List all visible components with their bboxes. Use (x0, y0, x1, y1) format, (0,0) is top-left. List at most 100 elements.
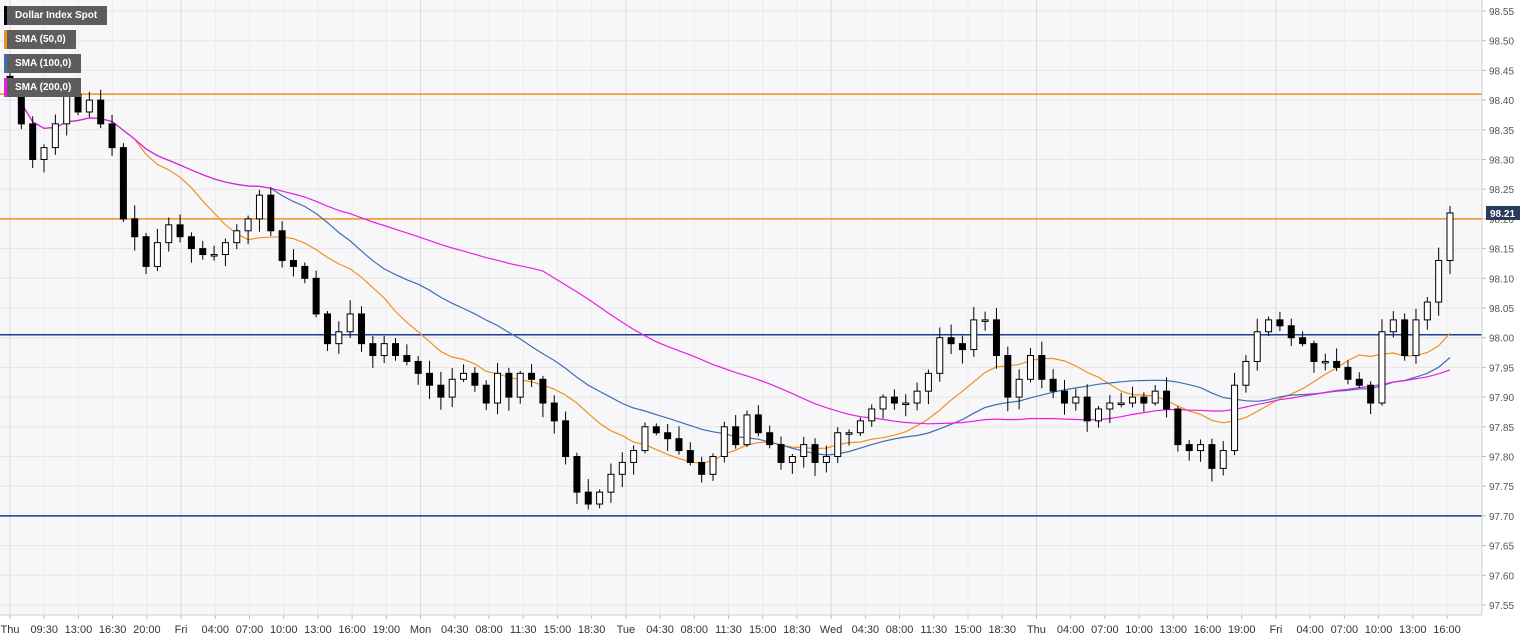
candle-body (1026, 355, 1034, 380)
candle-body (392, 343, 400, 357)
candle-body (1367, 384, 1375, 404)
candle-body (822, 456, 830, 463)
candle-body (1208, 444, 1216, 469)
candle-body (176, 224, 184, 238)
y-tick-label: 98.50 (1489, 37, 1514, 48)
candle-body (550, 402, 558, 422)
candle-body (947, 337, 955, 345)
x-tick-label: 19:00 (1228, 624, 1256, 636)
candle-body (811, 444, 819, 463)
candle-body (1378, 331, 1386, 404)
x-tick-label: 18:30 (578, 624, 606, 636)
legend-dollar-index[interactable]: Dollar Index Spot (4, 6, 108, 25)
candle-body (505, 372, 513, 398)
candle-body (652, 426, 660, 434)
candle-body (278, 230, 286, 261)
candle-body (879, 396, 887, 410)
candle-body (970, 319, 978, 351)
candle-body (618, 461, 626, 475)
x-tick-label: 11:30 (920, 624, 947, 636)
candle-body (1310, 343, 1318, 362)
x-tick-label: 09:30 (30, 624, 58, 636)
candle-body (1140, 396, 1148, 404)
legend-label: SMA (50,0) (15, 34, 66, 45)
candle-body (323, 313, 331, 345)
candle-body (890, 396, 898, 404)
candle-body (494, 372, 502, 404)
moving-averages (9, 82, 1451, 465)
candle-body (1197, 444, 1205, 452)
candle-body (369, 343, 377, 357)
candle-body (403, 355, 411, 362)
candle-body (1412, 319, 1420, 357)
x-tick-label: 11:30 (715, 624, 742, 636)
candle-body (868, 408, 876, 422)
candle-body (766, 432, 774, 446)
candle-body (845, 432, 853, 435)
candle-body (1321, 360, 1329, 364)
candle-body (312, 277, 320, 315)
x-tick-label: 13:00 (304, 624, 332, 636)
y-tick-label: 98.05 (1489, 304, 1514, 315)
candle-body (1129, 396, 1137, 404)
candle-body (414, 360, 422, 374)
candle-body (630, 450, 638, 463)
candle-body (686, 450, 694, 463)
candle-body (1355, 378, 1363, 386)
candle-body (1253, 331, 1261, 362)
y-tick-label: 97.60 (1489, 571, 1514, 582)
candle-body (426, 372, 434, 386)
candle-body (255, 194, 263, 220)
candle-body (1095, 408, 1103, 422)
legend-label: SMA (100,0) (15, 58, 72, 69)
candle-body (1163, 390, 1171, 410)
candle-body (233, 230, 241, 244)
y-tick-label: 97.90 (1489, 393, 1514, 404)
candle-body (1117, 402, 1125, 406)
candle-body (221, 242, 229, 256)
candle-body (834, 432, 842, 457)
x-tick-label: 04:00 (202, 624, 230, 636)
candle-body (607, 473, 615, 493)
candle-body (981, 319, 989, 322)
candle-body (1389, 319, 1397, 333)
candle-body (754, 414, 762, 434)
y-tick-label: 98.55 (1489, 7, 1514, 18)
candle-body (40, 147, 48, 160)
x-tick-label: 13:00 (1399, 624, 1427, 636)
candle-body (346, 313, 354, 333)
candle-body (1299, 337, 1307, 345)
sma-50-line (9, 82, 1451, 465)
sma-200-line (9, 82, 1451, 425)
x-tick-label: Wed (820, 624, 842, 636)
candle-body (142, 236, 150, 267)
candle-body (482, 384, 490, 404)
x-tick-label: 07:00 (1091, 624, 1119, 636)
candle-body (788, 456, 796, 463)
legend-sma-50[interactable]: SMA (50,0) (4, 30, 76, 49)
legend-sma-200[interactable]: SMA (200,0) (4, 78, 82, 97)
x-tick-label: 15:00 (544, 624, 572, 636)
y-tick-label: 98.35 (1489, 126, 1514, 137)
candle-body (539, 378, 547, 404)
x-tick-label: 08:00 (681, 624, 709, 636)
x-tick-label: 18:30 (783, 624, 811, 636)
candle-body (664, 432, 672, 440)
candle-body (1401, 319, 1409, 357)
candle-body (743, 414, 751, 446)
legend-sma-100[interactable]: SMA (100,0) (4, 54, 82, 73)
candle-body (29, 123, 37, 160)
candle-body (380, 343, 388, 357)
x-tick-label: 19:00 (373, 624, 401, 636)
y-tick-label: 97.85 (1489, 423, 1514, 434)
x-tick-label: Thu (1, 624, 20, 636)
x-tick-label: 18:30 (988, 624, 1016, 636)
candle-body (584, 491, 592, 505)
candle-body (573, 456, 581, 493)
candle-body (913, 390, 921, 404)
candle-body (289, 259, 297, 267)
y-tick-label: 97.95 (1489, 363, 1514, 374)
candle-body (85, 99, 93, 113)
candle-body (1151, 390, 1159, 404)
